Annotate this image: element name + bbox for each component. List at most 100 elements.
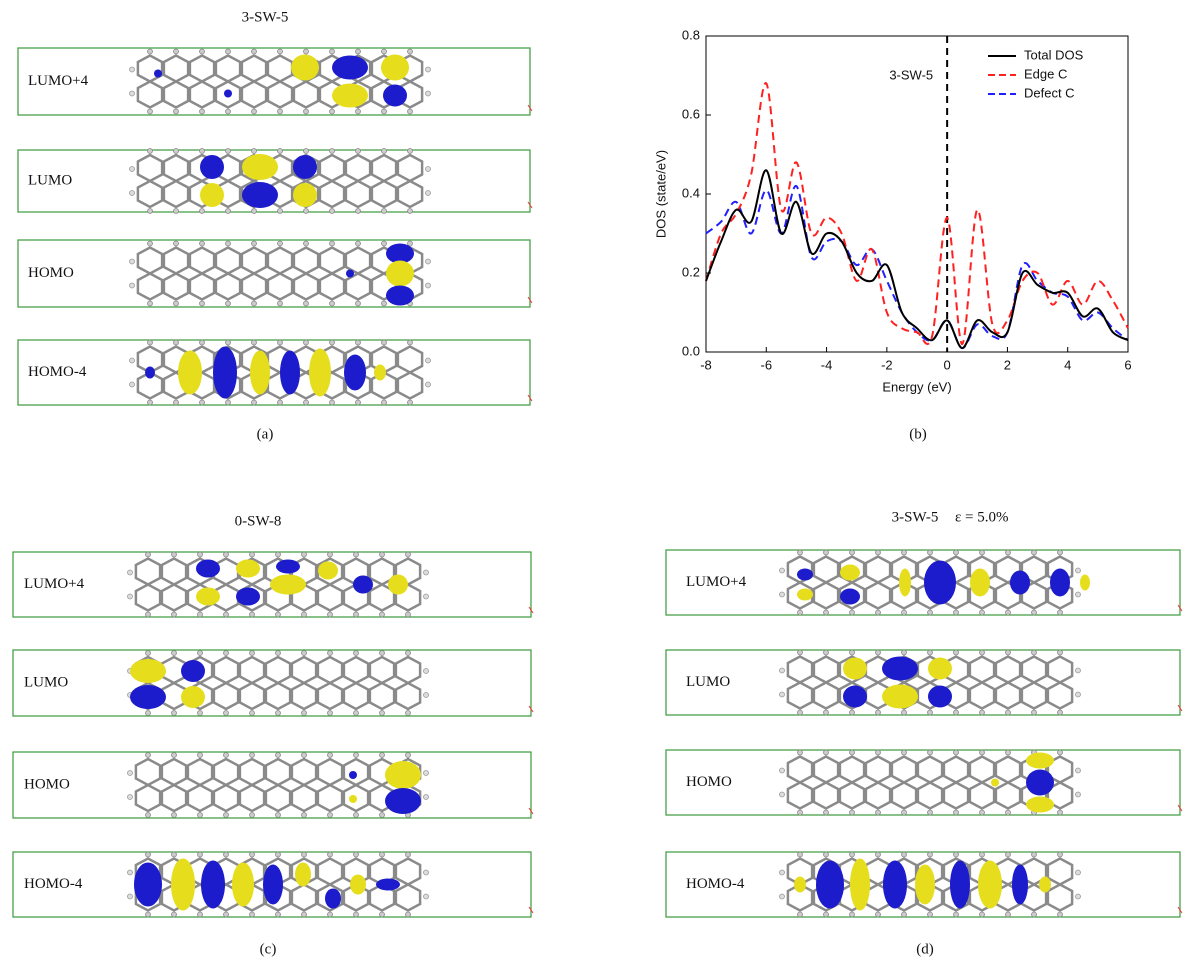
carbon-ring	[162, 585, 186, 611]
hydrogen-atom	[850, 912, 855, 917]
hydrogen-atom	[226, 301, 231, 306]
orbital-lobe	[928, 658, 952, 680]
x-tick-label: 0	[944, 357, 951, 372]
hydrogen-atom	[356, 400, 361, 405]
hydrogen-atom	[382, 109, 387, 114]
carbon-ring	[266, 785, 290, 811]
hydrogen-atom	[172, 711, 177, 716]
orbital-lobe	[381, 55, 409, 81]
carbon-ring	[788, 757, 812, 783]
orbital-lobe	[385, 788, 421, 814]
carbon-ring	[164, 248, 188, 274]
hydrogen-atom	[278, 340, 283, 345]
hydrogen-atom	[354, 552, 359, 557]
hydrogen-atom	[954, 610, 959, 615]
hydrogen-atom	[408, 49, 413, 54]
orbital-label: LUMO+4	[686, 574, 747, 590]
hydrogen-atom	[276, 852, 281, 857]
hydrogen-atom	[380, 711, 385, 716]
hydrogen-atom	[1076, 894, 1081, 899]
carbon-ring	[996, 757, 1020, 783]
dos-curve	[706, 83, 1128, 344]
carbon-ring	[396, 859, 420, 885]
hydrogen-atom	[850, 710, 855, 715]
carbon-ring	[164, 82, 188, 108]
hydrogen-atom	[328, 552, 333, 557]
orbital-lobe	[349, 771, 357, 779]
orbital-lobe	[200, 183, 224, 207]
carbon-ring	[268, 274, 292, 300]
hydrogen-atom	[1058, 750, 1063, 755]
hydrogen-atom	[382, 49, 387, 54]
hydrogen-atom	[780, 768, 785, 773]
hydrogen-atom	[798, 852, 803, 857]
hydrogen-atom	[172, 912, 177, 917]
strain-label: ε = 5.0%	[955, 509, 1009, 525]
hydrogen-atom	[250, 711, 255, 716]
carbon-ring	[240, 759, 264, 785]
y-tick-label: 0.2	[682, 264, 700, 279]
hydrogen-atom	[426, 358, 431, 363]
orbital-lobe	[196, 588, 220, 606]
orbital-lobe	[196, 560, 220, 578]
orbital-lobe	[843, 658, 867, 680]
carbon-ring	[292, 885, 316, 911]
carbon-ring	[398, 373, 422, 399]
orbital-lobe	[794, 877, 806, 893]
hydrogen-atom	[1006, 852, 1011, 857]
hydrogen-atom	[172, 651, 177, 656]
hydrogen-atom	[354, 612, 359, 617]
hydrogen-atom	[302, 612, 307, 617]
hydrogen-atom	[876, 912, 881, 917]
orbital-lobe	[915, 865, 935, 905]
hydrogen-atom	[304, 149, 309, 154]
orbital-lobe	[242, 182, 278, 208]
hydrogen-atom	[328, 813, 333, 818]
orbital-lobe	[383, 85, 407, 107]
carbon-ring	[292, 759, 316, 785]
hydrogen-atom	[174, 340, 179, 345]
x-tick-label: 2	[1004, 357, 1011, 372]
hydrogen-atom	[276, 813, 281, 818]
hydrogen-atom	[356, 209, 361, 214]
hydrogen-atom	[780, 792, 785, 797]
carbon-ring	[866, 757, 890, 783]
hydrogen-atom	[302, 753, 307, 758]
hydrogen-atom	[824, 810, 829, 815]
hydrogen-atom	[130, 259, 135, 264]
orbital-lobe	[883, 861, 907, 909]
hydrogen-atom	[198, 612, 203, 617]
hydrogen-atom	[850, 750, 855, 755]
x-tick-label: -8	[700, 357, 712, 372]
hydrogen-atom	[408, 400, 413, 405]
hydrogen-atom	[330, 400, 335, 405]
carbon-ring	[242, 248, 266, 274]
orbital-lobe	[270, 575, 306, 595]
panel-title: 3-SW-5	[892, 509, 939, 525]
x-tick-label: -4	[821, 357, 833, 372]
hydrogen-atom	[328, 651, 333, 656]
orbital-lobe	[1050, 569, 1070, 597]
hydrogen-atom	[276, 651, 281, 656]
carbon-ring	[814, 757, 838, 783]
hydrogen-atom	[146, 552, 151, 557]
hydrogen-atom	[174, 400, 179, 405]
orbital-lobe	[263, 865, 283, 905]
hydrogen-atom	[902, 710, 907, 715]
carbon-ring	[318, 683, 342, 709]
hydrogen-atom	[148, 241, 153, 246]
orbital-lobe	[840, 565, 860, 581]
carbon-ring	[996, 657, 1020, 683]
carbon-ring	[188, 785, 212, 811]
hydrogen-atom	[408, 241, 413, 246]
carbon-ring	[138, 56, 162, 82]
hydrogen-atom	[278, 149, 283, 154]
hydrogen-atom	[980, 750, 985, 755]
legend-label: Total DOS	[1024, 47, 1084, 62]
hydrogen-atom	[130, 67, 135, 72]
hydrogen-atom	[824, 550, 829, 555]
carbon-ring	[346, 155, 370, 181]
hydrogen-atom	[200, 49, 205, 54]
hydrogen-atom	[876, 550, 881, 555]
